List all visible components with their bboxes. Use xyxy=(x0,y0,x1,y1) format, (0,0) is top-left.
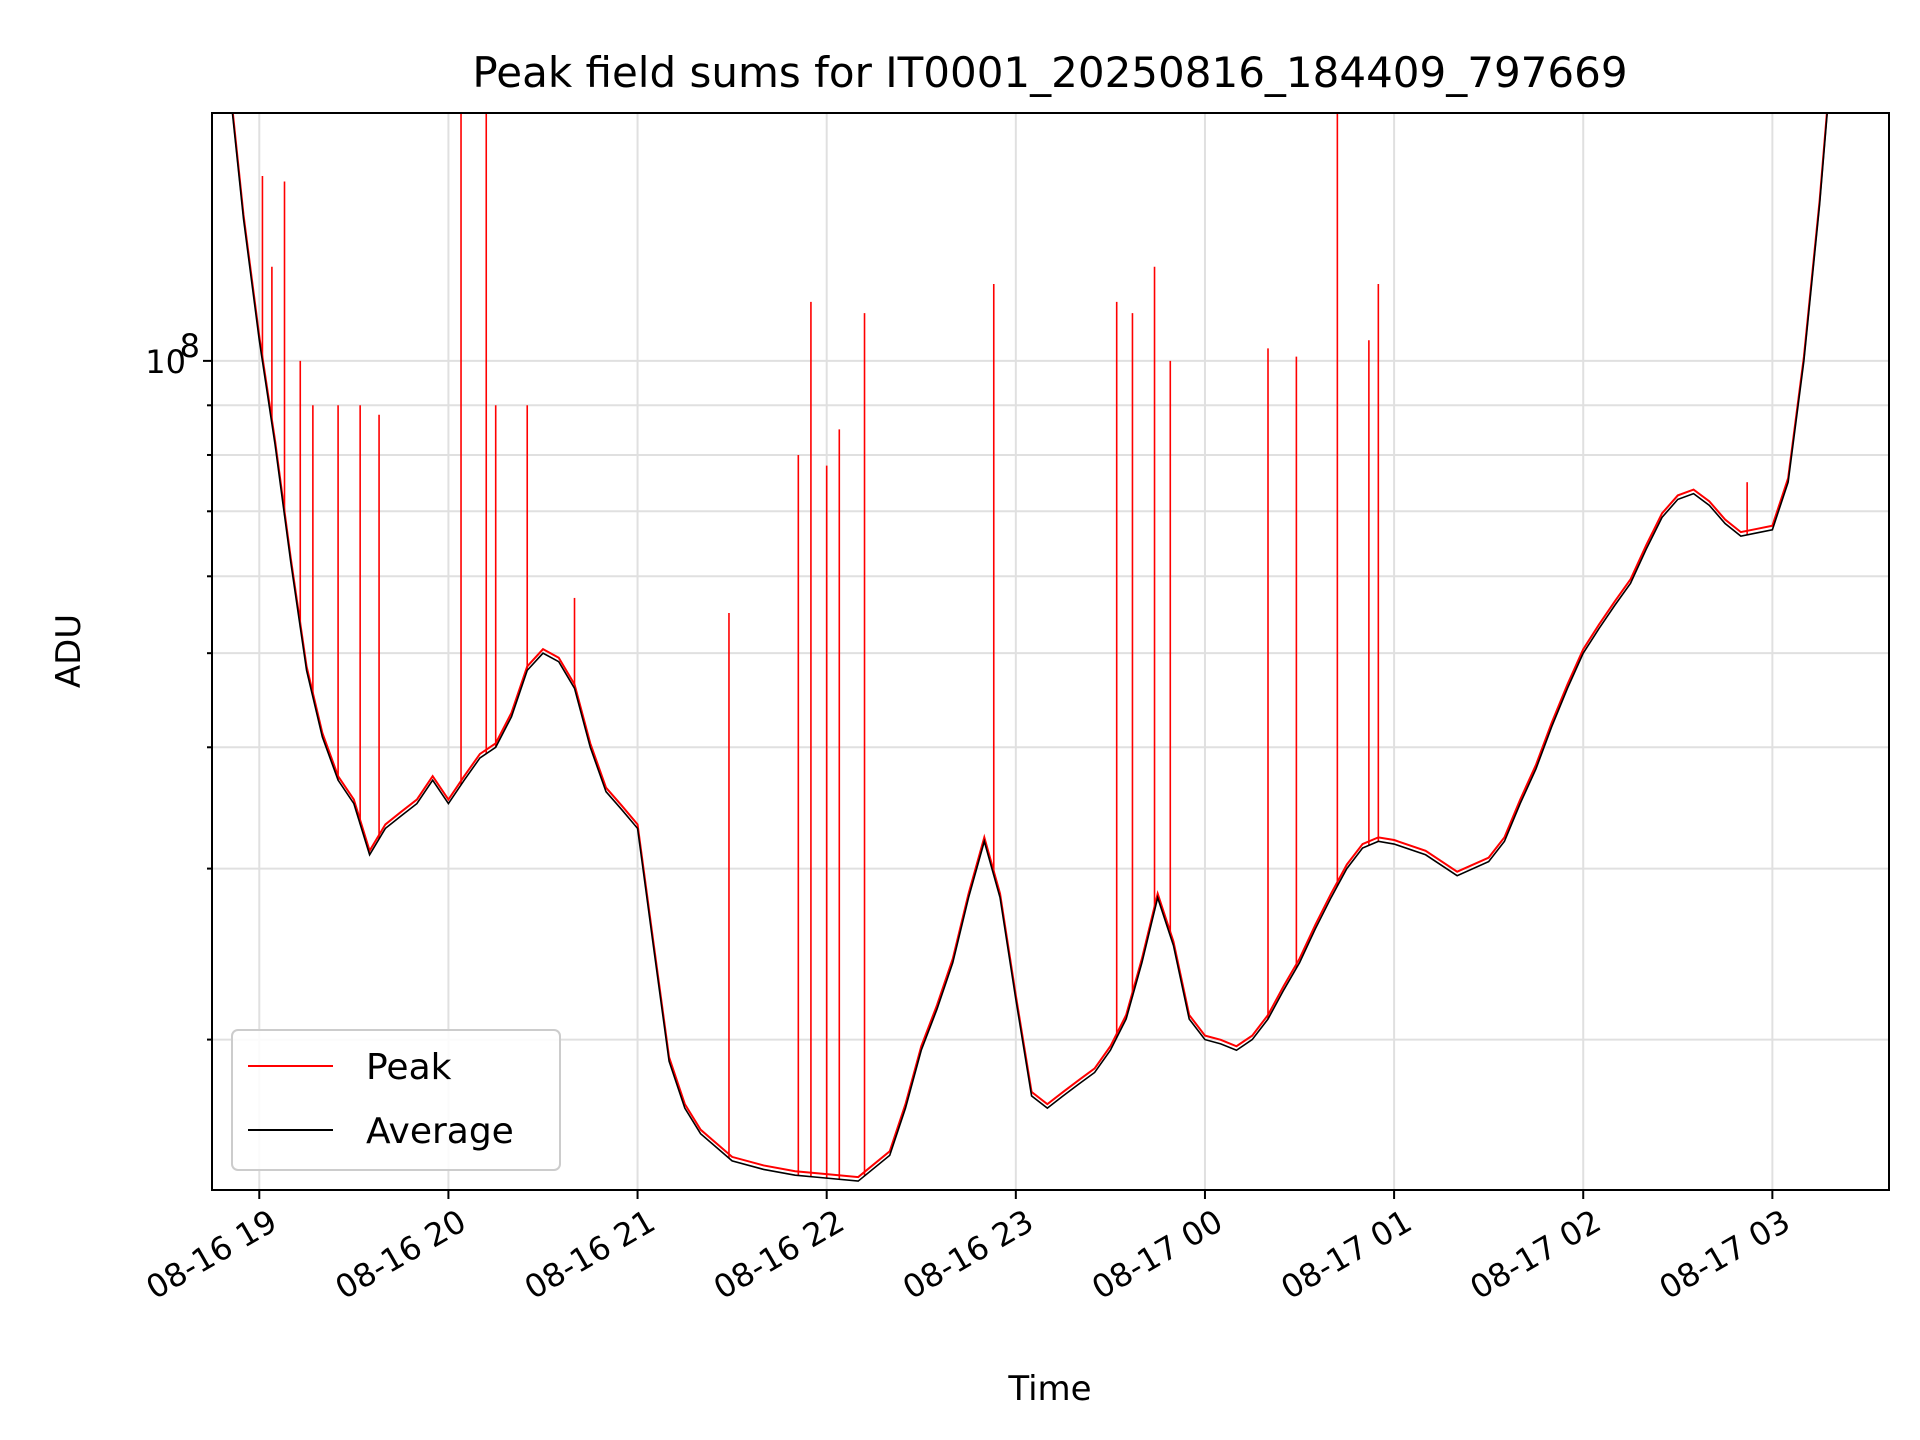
x-tick-label: 08-16 22 xyxy=(707,1202,851,1307)
x-tick-label: 08-16 21 xyxy=(518,1202,662,1307)
legend-label-average: Average xyxy=(366,1111,514,1152)
y-tick-label: 10 xyxy=(145,343,186,381)
legend-label-peak: Peak xyxy=(366,1047,452,1088)
y-tick-label-exponent: 8 xyxy=(180,327,200,365)
x-tick-label: 08-16 19 xyxy=(140,1202,284,1307)
x-tick-label: 08-17 00 xyxy=(1085,1202,1229,1307)
y-axis-title: ADU xyxy=(49,614,89,688)
x-tick-label: 08-16 20 xyxy=(329,1202,473,1307)
x-axis-title: Time xyxy=(1007,1369,1091,1409)
x-tick-label: 08-17 01 xyxy=(1274,1202,1418,1307)
x-tick-label: 08-17 02 xyxy=(1464,1202,1608,1307)
legend: Peak Average xyxy=(231,1029,561,1171)
chart-title: Peak field sums for IT0001_20250816_1844… xyxy=(472,48,1627,97)
grid xyxy=(212,113,1889,1190)
x-tick-label: 08-17 03 xyxy=(1653,1202,1797,1307)
series-line-average xyxy=(231,113,1829,1182)
plot-frame xyxy=(211,112,1890,1191)
x-tick-label: 08-16 23 xyxy=(896,1202,1040,1307)
series-line-peak xyxy=(231,113,1828,1179)
series-layer xyxy=(231,113,1829,1182)
